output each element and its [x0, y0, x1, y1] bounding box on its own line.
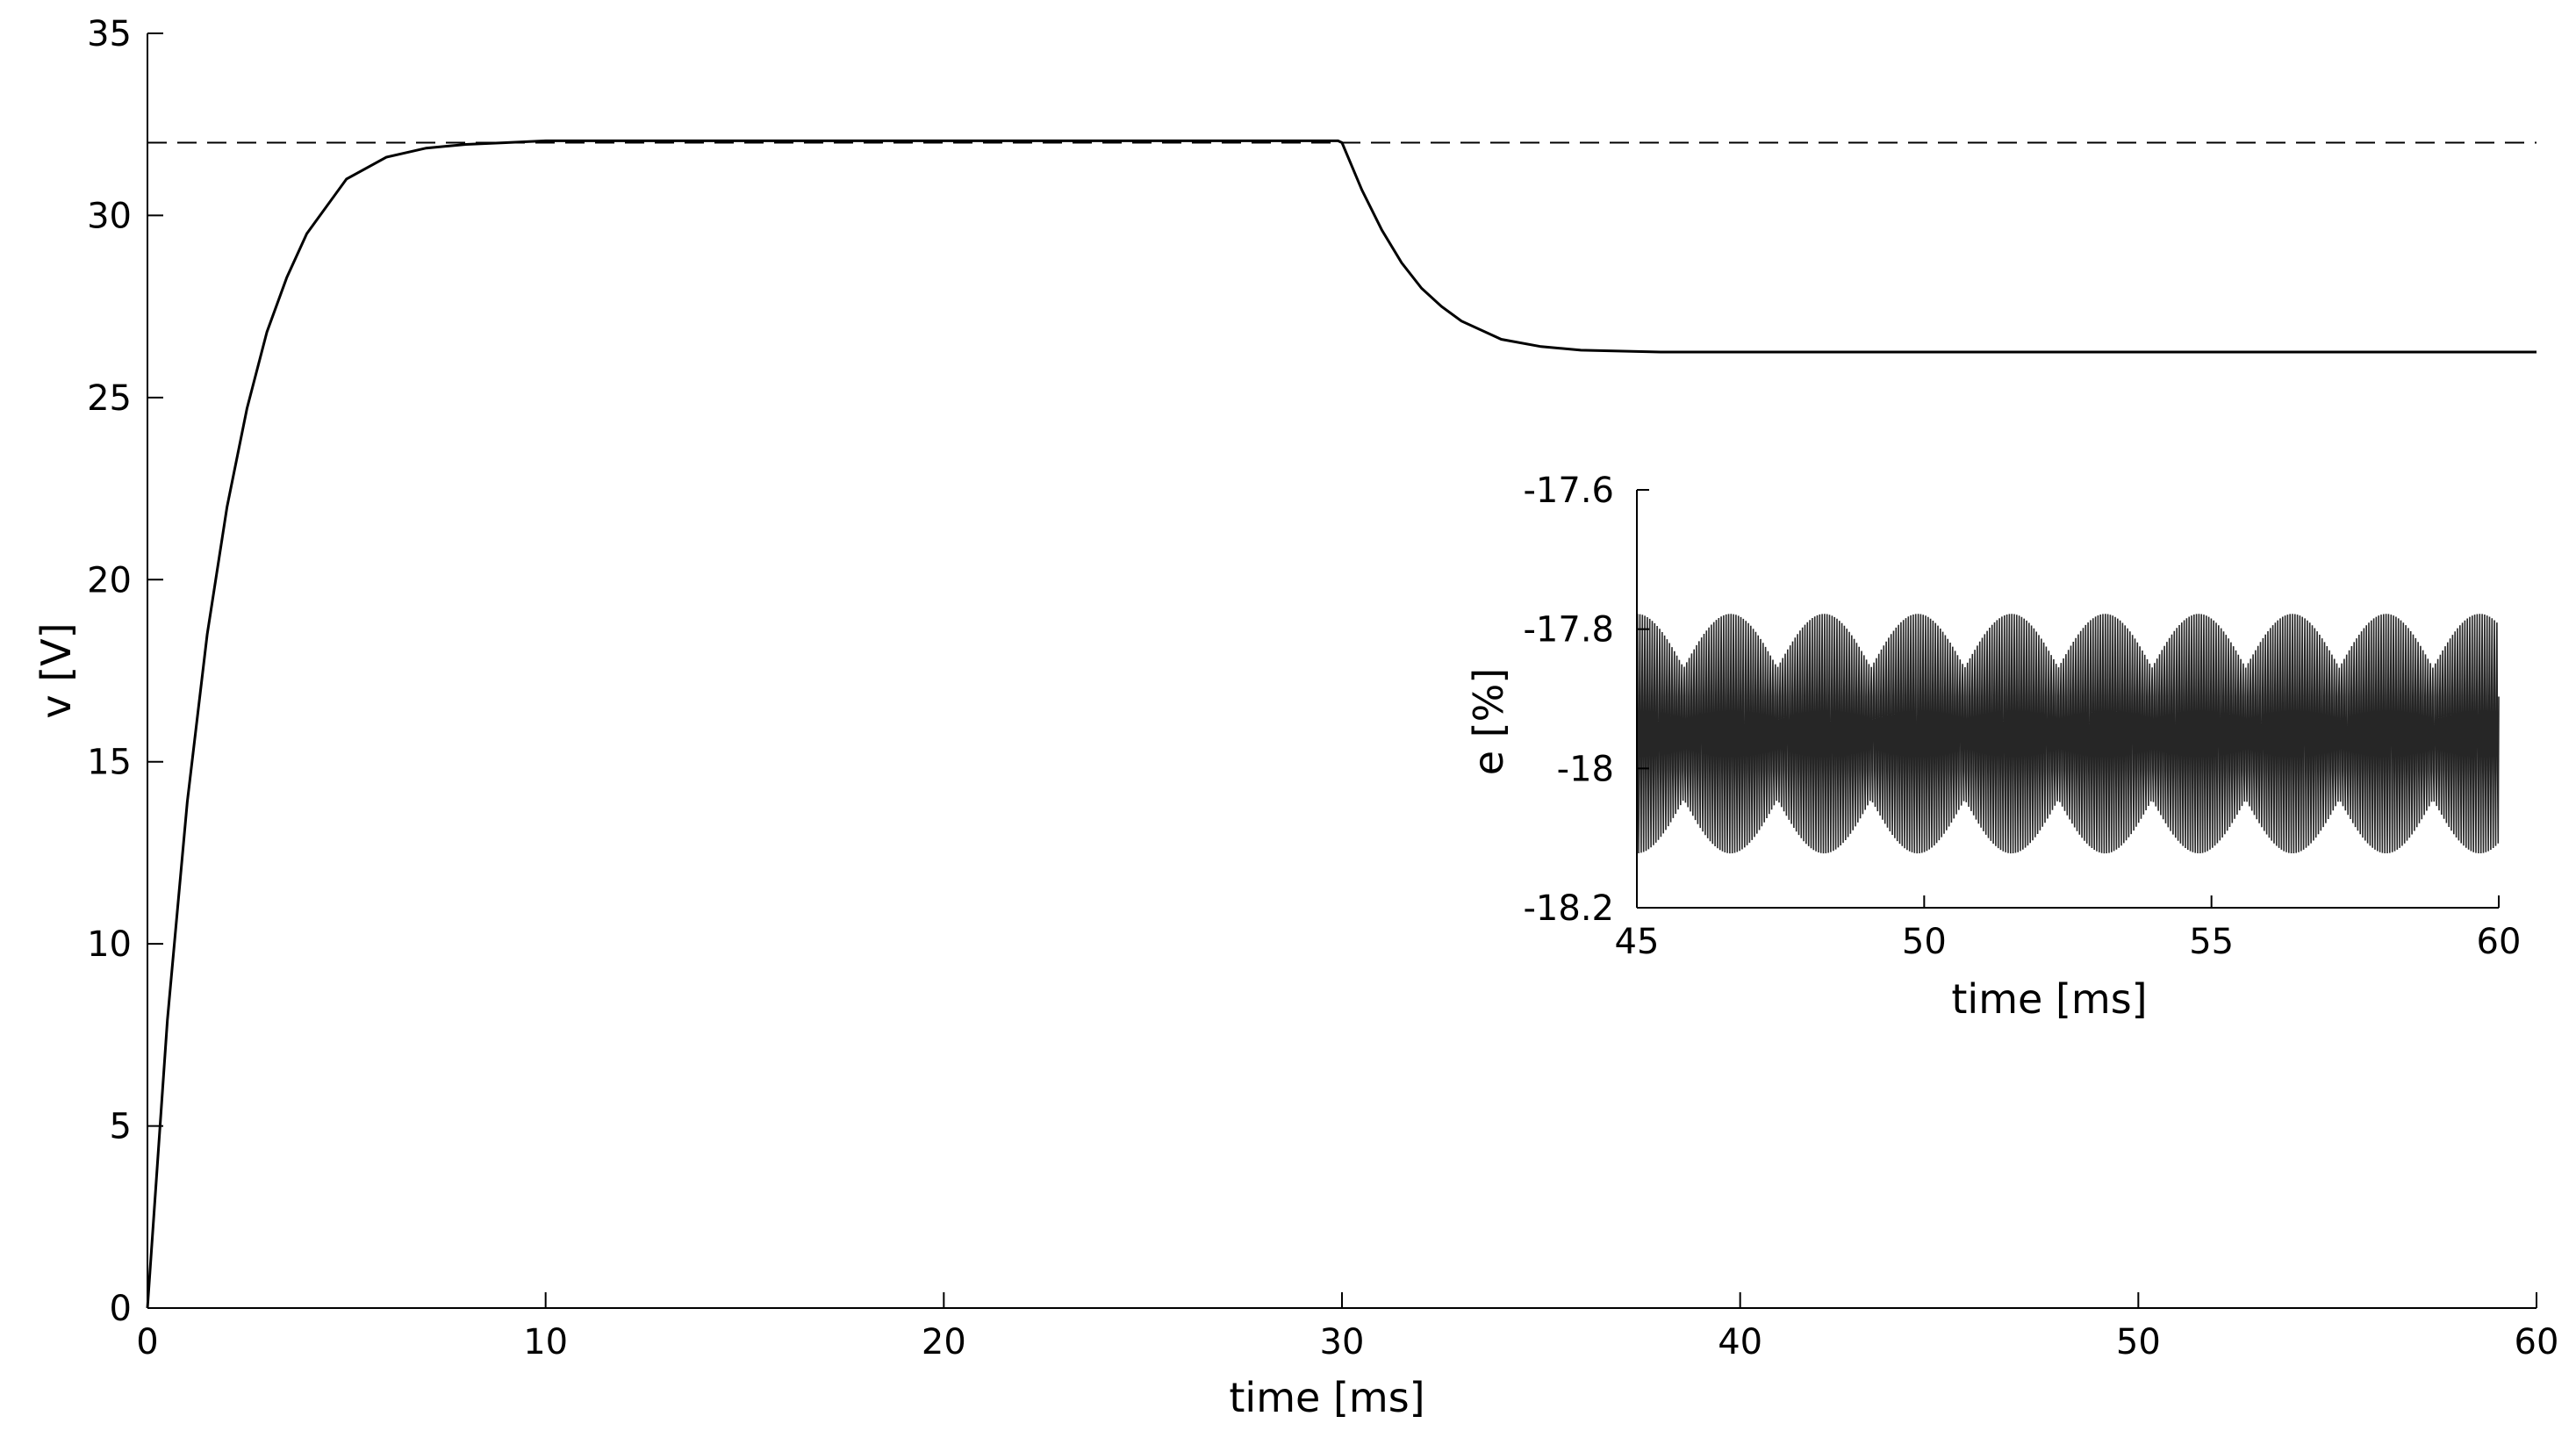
- y-tick-label: 30: [87, 196, 132, 236]
- inset-x-axis-label: time [ms]: [1951, 975, 2147, 1023]
- inset-y-tick-label: -18: [1557, 749, 1614, 789]
- y-tick-label: 10: [87, 924, 132, 965]
- x-tick-label: 50: [2116, 1322, 2161, 1362]
- inset-y-tick-label: -18.2: [1524, 888, 1615, 929]
- voltage-line: [146, 139, 2537, 1309]
- inset-axes: 45 50 55 60 -17.6 -17.8 -18 -18.2 time [ms] e …: [1465, 471, 2521, 1023]
- inset-x-tick-label: 55: [2189, 922, 2234, 962]
- y-tick-label: 5: [110, 1107, 132, 1147]
- inset-x-tick-label: 50: [1902, 922, 1947, 962]
- x-tick-label: 0: [136, 1322, 158, 1362]
- inset-x-tick-label: 45: [1615, 922, 1660, 962]
- main-axes: 0 10 20 30 40 50 60 0 5 10 15 20 25 30 35 time [ms] v…: [32, 14, 2558, 1421]
- y-tick-label: 0: [110, 1289, 132, 1329]
- main-x-ticks: 0 10 20 30 40 50 60: [136, 1292, 2558, 1362]
- error-line: [1636, 614, 2500, 854]
- x-tick-label: 20: [922, 1322, 966, 1362]
- inset-y-ticks: -17.6 -17.8 -18 -18.2: [1524, 471, 1649, 929]
- inset-y-axis-label: e [%]: [1465, 668, 1512, 776]
- y-tick-label: 25: [87, 378, 132, 419]
- main-y-axis-label: v [V]: [32, 622, 80, 718]
- x-tick-label: 10: [523, 1322, 568, 1362]
- main-y-ticks: 0 5 10 15 20 25 30 35: [87, 14, 163, 1329]
- inset-y-tick-label: -17.6: [1524, 471, 1615, 511]
- x-tick-label: 40: [1718, 1322, 1762, 1362]
- y-tick-label: 15: [87, 743, 132, 783]
- inset-y-tick-label: -17.8: [1524, 610, 1615, 651]
- x-tick-label: 30: [1320, 1322, 1365, 1362]
- main-plot-area: [146, 139, 2537, 1309]
- main-x-axis-label: time [ms]: [1229, 1374, 1424, 1421]
- y-tick-label: 35: [87, 14, 132, 54]
- inset-plot-area: [1636, 614, 2500, 854]
- y-tick-label: 20: [87, 560, 132, 600]
- x-tick-label: 60: [2515, 1322, 2559, 1362]
- inset-x-tick-label: 60: [2477, 922, 2522, 962]
